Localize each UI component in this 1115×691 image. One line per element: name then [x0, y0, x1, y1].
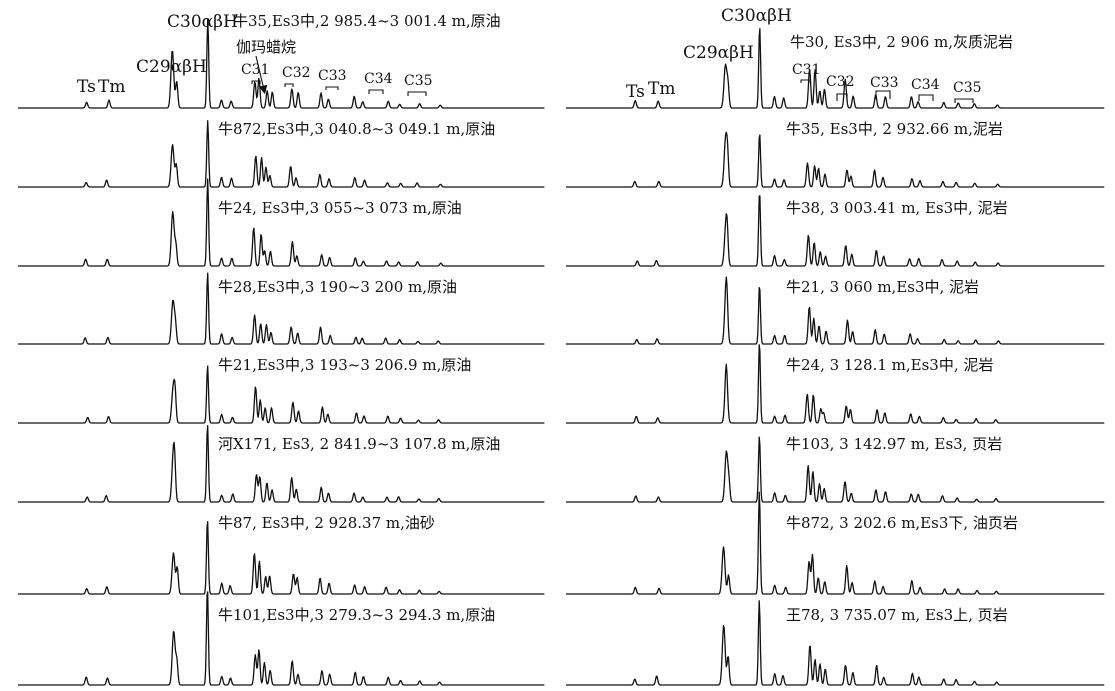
- trace-label-11: 牛38, 3 003.41 m, Es3中, 泥岩: [786, 199, 1008, 217]
- peak-label-c29-right: C29αβH: [683, 43, 754, 63]
- bracket-c32-right: [836, 93, 848, 101]
- trace-label-7: 牛87, Es3中, 2 928.37 m,油砂: [218, 514, 435, 532]
- chromatogram-trace-6: [18, 424, 545, 503]
- peak-label-c30: C30αβH: [167, 12, 238, 32]
- chromatogram-trace-7: [18, 521, 545, 595]
- chromatogram-trace-4: [18, 272, 545, 345]
- trace-label-2: 牛872,Es3中,3 040.8~3 049.1 m,原油: [218, 120, 495, 138]
- trace-label-1: 牛35,Es3中,2 985.4~3 001.4 m,原油: [233, 12, 501, 30]
- bracket-c33-right: [875, 90, 891, 99]
- trace-label-10: 牛35, Es3中, 2 932.66 m,泥岩: [786, 120, 1003, 138]
- trace-label-6: 河X171, Es3, 2 841.9~3 107.8 m,原油: [218, 435, 500, 453]
- chromatogram-trace-14: [566, 436, 1105, 503]
- peak-label-tm: Tm: [98, 77, 125, 97]
- chromatogram-trace-2: [18, 120, 545, 188]
- chromatogram-trace-1: [18, 18, 545, 109]
- chromatogram-trace-8: [18, 591, 545, 686]
- peak-label-c35: C35: [404, 73, 433, 89]
- peak-label-c32: C32: [282, 65, 311, 81]
- peak-label-ts-right: Ts: [626, 82, 645, 102]
- peak-label-c31: C31: [241, 62, 270, 78]
- trace-label-16: 王78, 3 735.07 m, Es3上, 页岩: [786, 606, 1008, 624]
- peak-label-c35-right: C35: [953, 80, 982, 96]
- peak-label-c33-right: C33: [870, 75, 899, 91]
- bracket-c33: [325, 86, 339, 90]
- right-peak-annotations: Ts Tm C29αβH C30αβH C31 C32 C33 C34 C35: [626, 6, 982, 103]
- chromatogram-trace-11: [566, 195, 1105, 267]
- peak-label-tm-right: Tm: [648, 79, 675, 99]
- trace-label-13: 牛24, 3 128.1 m,Es3中, 泥岩: [786, 356, 993, 374]
- bracket-c34-right: [918, 94, 934, 101]
- bracket-c35-right: [954, 98, 974, 103]
- bracket-c32: [284, 83, 294, 87]
- trace-label-14: 牛103, 3 142.97 m, Es3, 页岩: [786, 435, 1002, 453]
- trace-label-4: 牛28,Es3中,3 190~3 200 m,原油: [218, 278, 457, 296]
- chromatogram-trace-12: [566, 276, 1105, 345]
- peak-label-c34-right: C34: [911, 77, 940, 93]
- chromatogram-trace-3: [18, 178, 545, 267]
- chromatogram-trace-15: [566, 491, 1105, 595]
- bracket-c31-right: [800, 79, 810, 83]
- bracket-c34: [368, 89, 384, 94]
- bracket-c35: [407, 91, 427, 96]
- trace-label-8: 牛101,Es3中,3 279.3~3 294.3 m,原油: [218, 606, 495, 624]
- peak-label-c31-right: C31: [792, 62, 821, 78]
- trace-label-9: 牛30, Es3中, 2 906 m,灰质泥岩: [790, 33, 1013, 51]
- gammacerane-arrow: [255, 55, 268, 95]
- peak-label-c33: C33: [318, 68, 347, 84]
- peak-label-c32-right: C32: [826, 74, 855, 90]
- chromatogram-trace-5: [18, 365, 545, 424]
- peak-label-c30-right: C30αβH: [721, 6, 792, 26]
- chromatogram-trace-9: [566, 28, 1105, 109]
- trace-label-15: 牛872, 3 202.6 m,Es3下, 油页岩: [786, 514, 1018, 532]
- chromatogram-trace-10: [566, 131, 1105, 188]
- chromatogram-traces: 牛35,Es3中,2 985.4~3 001.4 m,原油牛872,Es3中,3…: [18, 12, 1105, 686]
- trace-label-12: 牛21, 3 060 m,Es3中, 泥岩: [786, 278, 979, 296]
- left-peak-annotations: Ts Tm C29αβH C30αβH 伽玛蜡烷 C31 C32 C33 C34…: [77, 12, 433, 97]
- peak-label-gammacerane: 伽玛蜡烷: [236, 38, 296, 56]
- chromatogram-trace-16: [566, 600, 1105, 686]
- trace-label-3: 牛24, Es3中,3 055~3 073 m,原油: [218, 199, 462, 217]
- peak-label-ts: Ts: [77, 77, 96, 97]
- chromatogram-trace-13: [566, 344, 1105, 424]
- trace-label-5: 牛21,Es3中,3 193~3 206.9 m,原油: [218, 356, 471, 374]
- peak-label-c34: C34: [364, 71, 393, 87]
